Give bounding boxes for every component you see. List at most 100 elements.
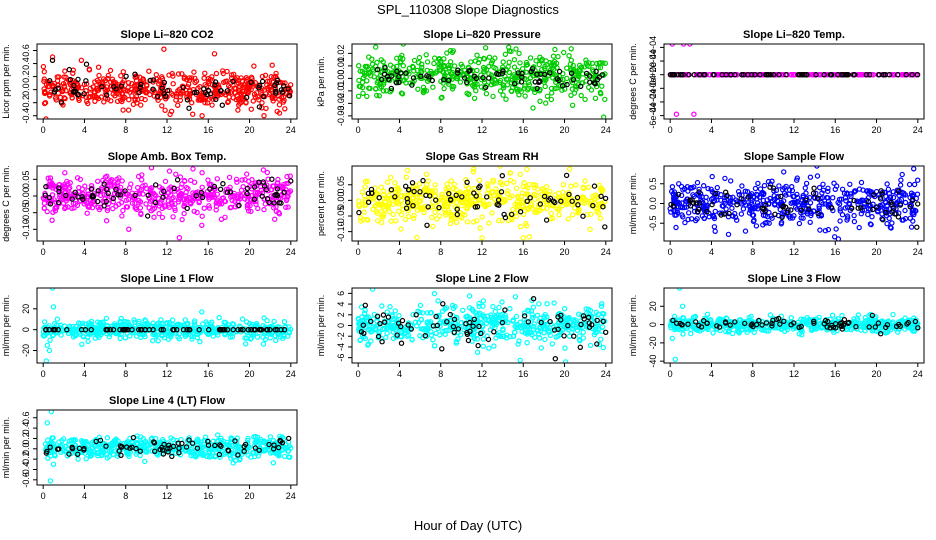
- data-point: [709, 201, 715, 208]
- data-point: [594, 317, 600, 324]
- data-point: [586, 84, 592, 91]
- data-point: [851, 197, 857, 204]
- data-point: [70, 70, 76, 77]
- panel-title: Slope Li–820 Pressure: [423, 29, 540, 41]
- y-tick-label: 2: [336, 312, 346, 317]
- data-point: [568, 183, 574, 189]
- data-point: [447, 196, 454, 203]
- data-point: [42, 192, 49, 198]
- data-point: [488, 72, 495, 78]
- data-point: [52, 327, 58, 333]
- data-point: [532, 196, 538, 203]
- data-point: [263, 327, 270, 333]
- data-point: [911, 181, 918, 188]
- data-point: [556, 207, 562, 213]
- data-point: [748, 205, 755, 212]
- data-point: [392, 327, 399, 333]
- data-point: [499, 70, 506, 76]
- data-point: [720, 203, 727, 209]
- data-point: [128, 324, 135, 330]
- x-tick-label: 24: [601, 247, 611, 257]
- data-point: [480, 74, 486, 81]
- data-point: [119, 178, 125, 184]
- data-point: [718, 212, 724, 218]
- data-point: [100, 76, 107, 82]
- data-point: [897, 202, 904, 208]
- data-point: [255, 205, 261, 212]
- data-point: [259, 73, 266, 80]
- data-point: [232, 198, 238, 204]
- y-tick-label: 0.05: [21, 171, 31, 189]
- data-point: [229, 197, 235, 204]
- data-point: [266, 199, 272, 206]
- data-point: [455, 67, 461, 73]
- data-point: [499, 217, 505, 224]
- data-point: [149, 338, 156, 344]
- data-point: [802, 71, 808, 78]
- data-point: [225, 83, 232, 89]
- data-point: [547, 188, 553, 195]
- data-point: [513, 185, 520, 191]
- data-point: [552, 356, 559, 362]
- data-point: [377, 320, 383, 327]
- data-point: [534, 85, 540, 92]
- x-tick-label: 16: [518, 247, 528, 257]
- data-point: [450, 186, 456, 192]
- data-point: [373, 85, 379, 92]
- data-point: [410, 75, 417, 81]
- data-point: [488, 312, 494, 318]
- data-point: [527, 55, 534, 61]
- data-point: [464, 219, 471, 225]
- data-point: [416, 319, 422, 326]
- data-point: [410, 311, 416, 318]
- data-point: [62, 170, 68, 176]
- data-point: [355, 93, 362, 100]
- data-point: [273, 80, 280, 86]
- y-tick-label: 0.6: [21, 44, 31, 57]
- data-point: [436, 204, 442, 211]
- data-point: [691, 184, 697, 190]
- data-point: [172, 201, 178, 207]
- data-point: [72, 332, 78, 338]
- data-point: [434, 68, 440, 75]
- data-point: [439, 346, 445, 352]
- data-point: [199, 194, 206, 201]
- data-point: [420, 310, 426, 316]
- data-point: [548, 96, 555, 103]
- data-point: [497, 179, 504, 185]
- data-point: [569, 212, 576, 218]
- data-point: [222, 319, 229, 326]
- x-tick-label: 0: [668, 247, 673, 257]
- data-point: [356, 62, 362, 69]
- data-point: [269, 176, 275, 182]
- data-point: [525, 185, 531, 191]
- data-point: [439, 191, 445, 197]
- data-point: [508, 48, 514, 55]
- data-point: [755, 192, 761, 198]
- data-point: [137, 102, 144, 108]
- data-point: [433, 197, 439, 203]
- data-point: [171, 327, 177, 333]
- data-point: [79, 341, 85, 347]
- data-point: [798, 207, 805, 213]
- data-point: [496, 79, 503, 86]
- data-point: [362, 302, 368, 308]
- data-point: [255, 189, 261, 195]
- data-point: [894, 71, 901, 78]
- data-point: [416, 54, 423, 61]
- data-point: [94, 333, 101, 339]
- data-point: [807, 219, 813, 225]
- data-point: [368, 318, 374, 325]
- data-point: [160, 194, 166, 200]
- data-point: [520, 235, 527, 241]
- data-point: [383, 204, 389, 210]
- data-point: [503, 96, 509, 102]
- data-point: [418, 73, 424, 79]
- data-point: [177, 174, 184, 180]
- data-point: [507, 306, 513, 312]
- data-point: [230, 321, 237, 328]
- data-point: [825, 226, 832, 233]
- data-point: [251, 63, 257, 69]
- data-point: [453, 340, 459, 346]
- data-point: [484, 201, 490, 208]
